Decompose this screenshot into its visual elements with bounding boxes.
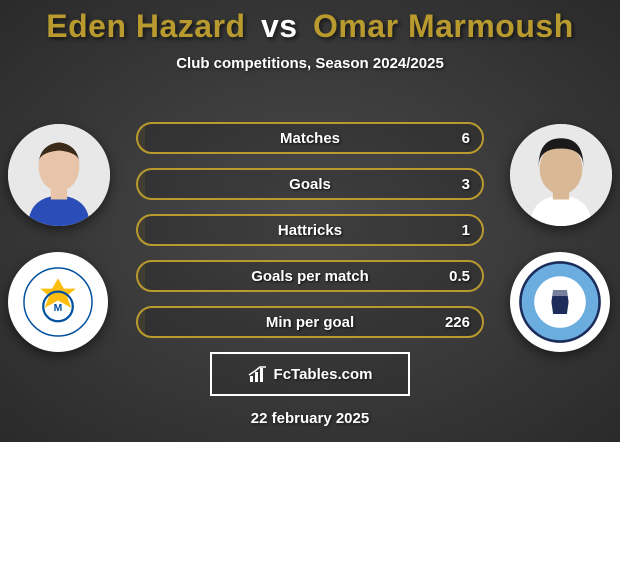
bar-chart-icon bbox=[248, 366, 268, 382]
player2-avatar bbox=[510, 124, 612, 226]
bar-label: Goals per match bbox=[138, 268, 482, 285]
player1-portrait-icon bbox=[8, 124, 110, 226]
stat-bar: Hattricks1 bbox=[136, 214, 484, 246]
subtitle: Club competitions, Season 2024/2025 bbox=[0, 55, 620, 72]
bar-value-right: 6 bbox=[462, 130, 470, 147]
bar-label: Matches bbox=[138, 130, 482, 147]
player1-avatar bbox=[8, 124, 110, 226]
stat-bar: Goals per match0.5 bbox=[136, 260, 484, 292]
stat-bar: Goals3 bbox=[136, 168, 484, 200]
bar-value-right: 1 bbox=[462, 222, 470, 239]
bar-value-right: 0.5 bbox=[449, 268, 470, 285]
right-column bbox=[510, 124, 612, 352]
page-title: Eden Hazard vs Omar Marmoush bbox=[0, 0, 620, 45]
bar-value-right: 226 bbox=[445, 314, 470, 331]
stat-bars: Matches6 Goals3 Hattricks1 Goals per match0… bbox=[136, 122, 484, 338]
title-player2: Omar Marmoush bbox=[313, 8, 574, 44]
svg-text:M: M bbox=[54, 303, 63, 314]
title-vs: vs bbox=[261, 8, 298, 44]
date-text: 22 february 2025 bbox=[0, 410, 620, 427]
below-card-whitespace bbox=[0, 442, 620, 580]
club1-badge: M bbox=[8, 252, 108, 352]
bar-label: Min per goal bbox=[138, 314, 482, 331]
bar-value-right: 3 bbox=[462, 176, 470, 193]
bar-label: Hattricks bbox=[138, 222, 482, 239]
title-player1: Eden Hazard bbox=[46, 8, 245, 44]
watermark-text: FcTables.com bbox=[274, 366, 373, 383]
left-column: M bbox=[8, 124, 110, 352]
club2-badge bbox=[510, 252, 610, 352]
watermark: FcTables.com bbox=[210, 352, 410, 396]
player2-portrait-icon bbox=[510, 124, 612, 226]
stat-bar: Min per goal226 bbox=[136, 306, 484, 338]
club2-crest-icon bbox=[517, 259, 603, 345]
bar-label: Goals bbox=[138, 176, 482, 193]
stat-bar: Matches6 bbox=[136, 122, 484, 154]
comparison-card: Eden Hazard vs Omar Marmoush Club compet… bbox=[0, 0, 620, 442]
club1-crest-icon: M bbox=[21, 265, 95, 339]
